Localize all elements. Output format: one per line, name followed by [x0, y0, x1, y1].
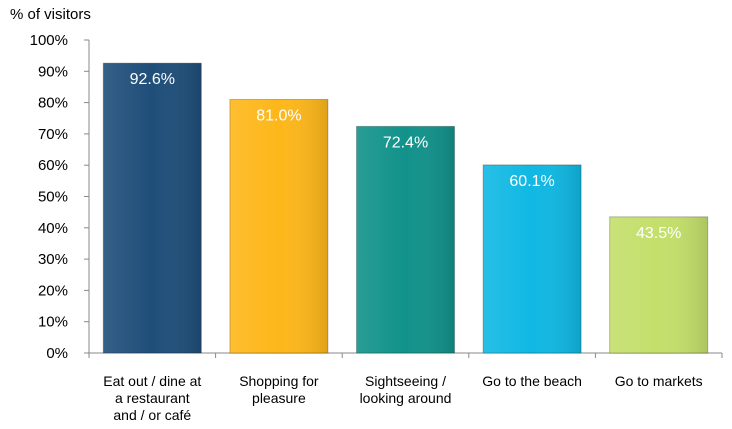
data-label: 60.1% — [509, 173, 554, 190]
data-label: 43.5% — [636, 225, 681, 242]
y-axis-title: % of visitors — [10, 6, 91, 23]
x-category-label: Go to the beach — [482, 373, 582, 389]
data-label: 92.6% — [130, 71, 175, 88]
y-tick-label: 60% — [38, 157, 68, 174]
y-tick-label: 80% — [38, 95, 68, 112]
x-category-label: Sightseeing / looking around — [359, 373, 452, 406]
x-category-label: Eat out / dine at a restaurant and / or … — [103, 373, 202, 423]
bar-shading — [229, 99, 328, 353]
bar-shading — [356, 126, 455, 353]
x-category-label: Go to markets — [614, 373, 703, 389]
bar-shading — [483, 164, 582, 353]
y-tick-label: 50% — [38, 189, 68, 206]
y-tick-label: 0% — [46, 345, 68, 362]
x-category-label: Shopping for pleasure — [239, 373, 319, 406]
y-tick-label: 100% — [30, 32, 68, 49]
data-label: 81.0% — [256, 107, 301, 124]
y-tick-label: 90% — [38, 63, 68, 80]
bar-shading — [103, 63, 202, 354]
y-tick-label: 30% — [38, 251, 68, 268]
y-tick-label: 70% — [38, 126, 68, 143]
data-label: 72.4% — [383, 134, 428, 151]
bar-shading — [609, 216, 708, 353]
y-tick-label: 10% — [38, 314, 68, 331]
y-tick-label: 40% — [38, 220, 68, 237]
y-tick-label: 20% — [38, 282, 68, 299]
